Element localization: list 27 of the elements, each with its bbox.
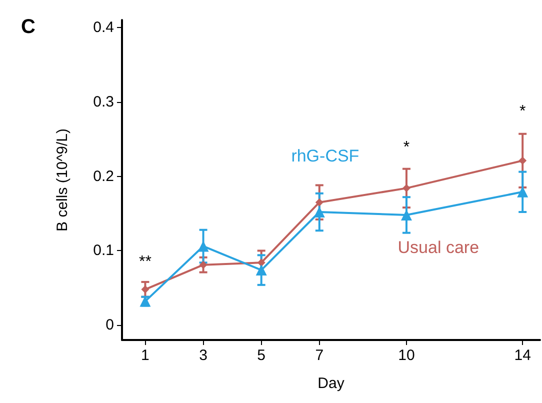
- chart-title: C: [21, 16, 36, 38]
- y-tick-label: 0: [106, 316, 114, 334]
- x-tick-label: 7: [315, 347, 324, 364]
- annotation: *: [403, 138, 410, 156]
- x-tick-label: 10: [398, 347, 415, 364]
- x-tick-label: 5: [257, 347, 266, 364]
- point: [257, 258, 266, 267]
- x-tick-label: 1: [141, 347, 150, 364]
- y-tick-label: 0.4: [93, 18, 114, 36]
- point: [256, 264, 267, 276]
- annotation: **: [138, 253, 152, 270]
- y-tick-label: 0.2: [93, 168, 114, 185]
- y-axis-title: B cells (10^9/L): [54, 128, 71, 232]
- point: [518, 156, 527, 165]
- point: [314, 206, 325, 218]
- y-tick-label: 0.1: [93, 242, 114, 260]
- point: [141, 285, 150, 294]
- y-tick-label: 0.3: [93, 93, 114, 110]
- text: Usual care: [398, 238, 480, 258]
- x-tick-label: 14: [514, 347, 531, 364]
- point: [402, 184, 410, 192]
- x-tick-label: 3: [199, 347, 208, 364]
- x-axis-title: Day: [318, 375, 345, 392]
- text: rhG-CSF: [291, 146, 360, 166]
- annotation: *: [519, 103, 526, 120]
- point: [198, 240, 209, 252]
- point: [315, 198, 324, 206]
